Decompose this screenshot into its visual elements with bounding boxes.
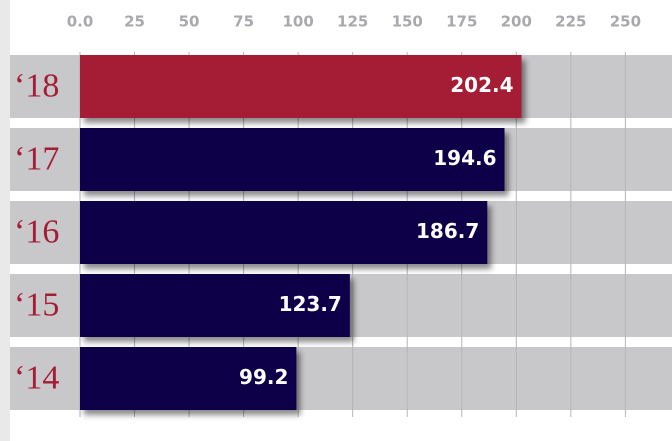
x-tick-label: 150 [392, 13, 423, 31]
value-label: 202.4 [450, 73, 513, 97]
category-label: ‘18 [14, 67, 59, 104]
x-tick-label: 100 [282, 13, 313, 31]
x-tick-label: 125 [337, 13, 368, 31]
value-label: 99.2 [239, 365, 288, 389]
category-label: ‘16 [14, 213, 59, 250]
x-tick-label: 175 [446, 13, 477, 31]
category-label: ‘17 [14, 140, 59, 177]
bar [80, 55, 522, 118]
x-tick-label: 250 [610, 13, 641, 31]
category-label: ‘14 [14, 359, 59, 396]
x-tick-label: 50 [179, 13, 200, 31]
value-label: 194.6 [433, 146, 496, 170]
left-strip [0, 0, 10, 441]
value-label: 123.7 [279, 292, 342, 316]
x-tick-label: 200 [501, 13, 532, 31]
x-tick-label: 225 [555, 13, 586, 31]
bar [80, 347, 297, 410]
x-tick-label: 25 [124, 13, 145, 31]
value-label: 186.7 [416, 219, 479, 243]
category-label: ‘15 [14, 286, 59, 323]
bar [80, 128, 505, 191]
x-tick-label: 75 [233, 13, 254, 31]
bar [80, 201, 488, 264]
x-tick-label: 0.0 [67, 13, 94, 31]
bar [80, 274, 350, 337]
